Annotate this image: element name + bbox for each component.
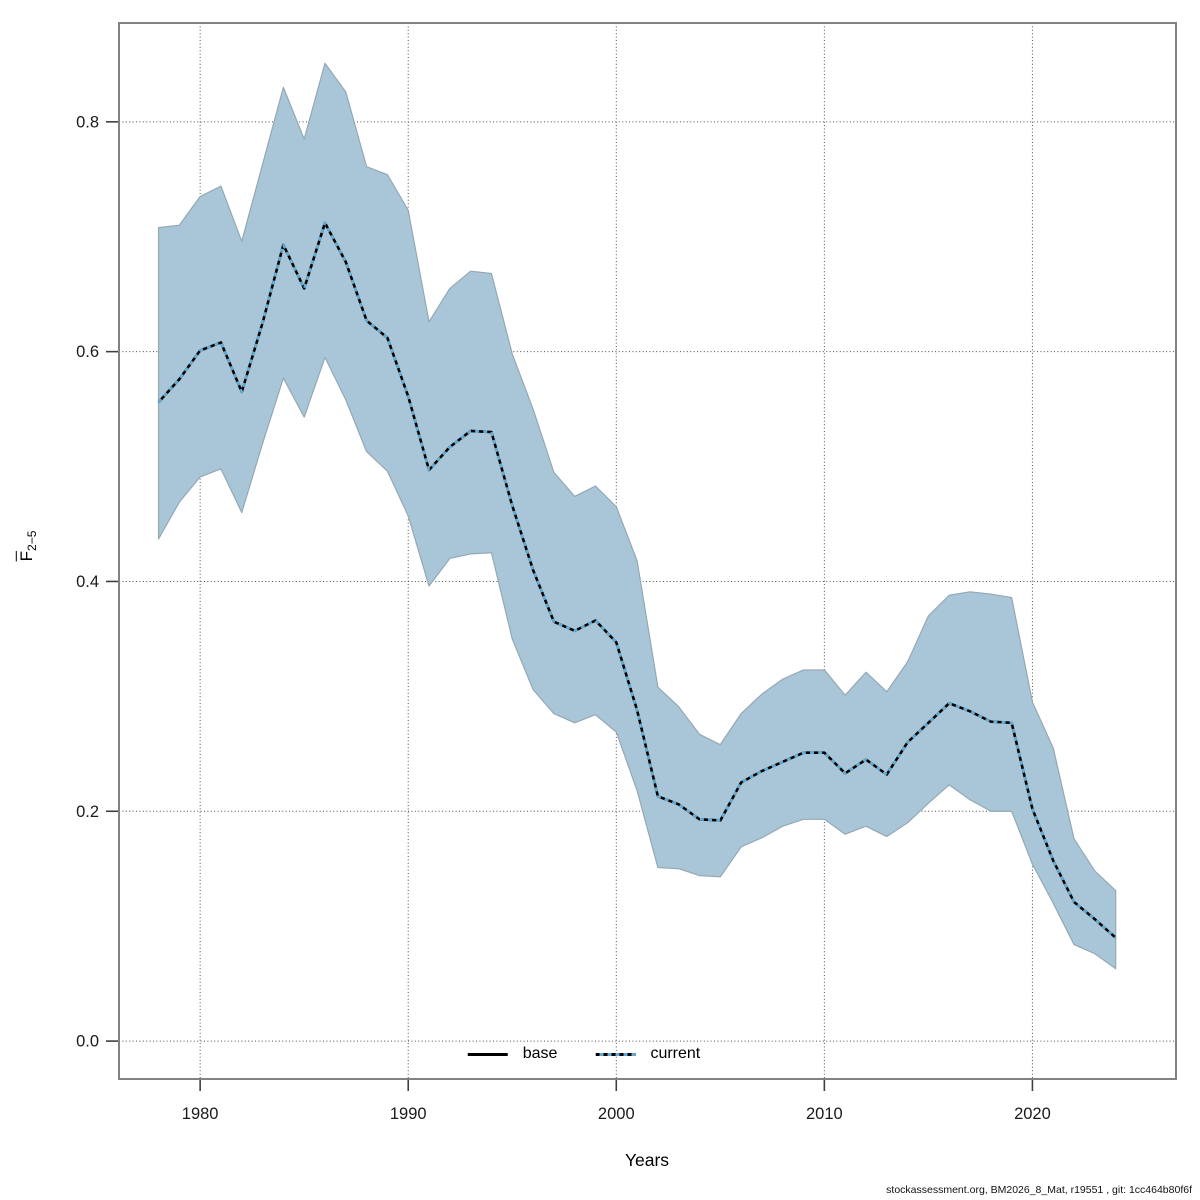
y-axis-title-main: F [16,550,36,562]
base-line-sample [467,1052,508,1056]
y-tick-label-0.8: 0.8 [76,113,99,131]
y-axis-title-sub: 2−5 [25,530,40,551]
y-tick-label-0.6: 0.6 [76,343,99,361]
current-line-sample [595,1052,636,1056]
y-tick-label-0.2: 0.2 [76,803,99,821]
x-tick-label-2020: 2020 [1014,1105,1051,1123]
x-tick-label-2010: 2010 [806,1105,843,1123]
legend-label-current: current [650,1045,701,1062]
y-tick-label-0.4: 0.4 [76,573,99,591]
legend-item-current: current [595,1046,700,1062]
y-axis-title: F2−5 [17,531,39,562]
current-line [157,221,1117,939]
plot-frame [118,22,1177,1080]
legend-item-base: base [467,1045,558,1062]
x-axis-title: Years [624,1150,670,1170]
x-tick-label-1990: 1990 [390,1105,427,1123]
legend-label-base: base [522,1045,558,1062]
legend: base current [467,1045,700,1062]
axis-ticks: 1980 1990 2000 2010 2020 0.0 0.2 0.4 0.6 0.8 [76,113,1051,1123]
x-tick-label-2000: 2000 [598,1105,635,1123]
caption: stockassessment.org, BM2026_8_Mat, r1955… [886,1184,1192,1196]
y-tick-label-0.0: 0.0 [76,1033,99,1051]
confidence-band [157,62,1117,970]
x-tick-label-1980: 1980 [182,1105,219,1123]
